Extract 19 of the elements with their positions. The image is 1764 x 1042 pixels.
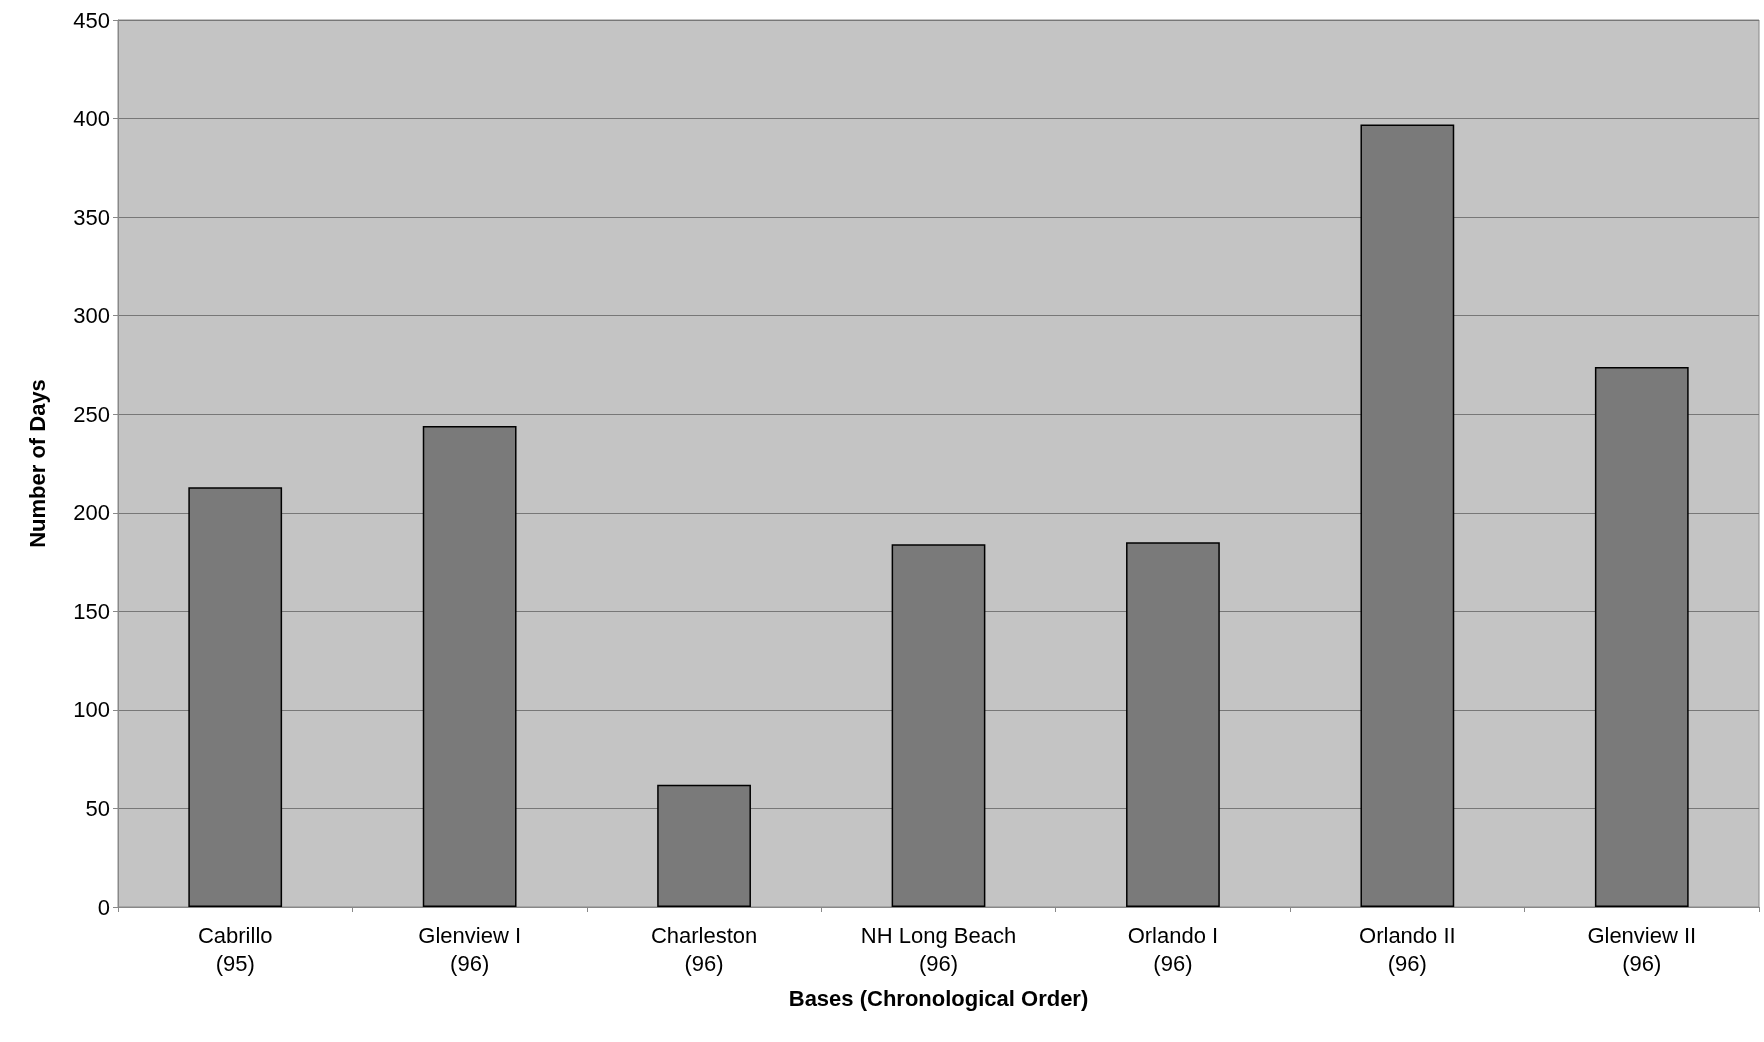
x-tick-label: Charleston (96) bbox=[650, 922, 758, 976]
y-tick-label: 50 bbox=[85, 795, 110, 821]
y-tick-label: 150 bbox=[73, 598, 110, 624]
x-tick-label: Glenview II (96) bbox=[1587, 922, 1697, 976]
y-tick-label: 450 bbox=[73, 7, 110, 33]
y-tick-label: 250 bbox=[73, 401, 110, 427]
y-tick-label: 100 bbox=[73, 697, 110, 723]
x-tick-label: Glenview I (96) bbox=[418, 922, 521, 976]
y-tick-label: 350 bbox=[73, 204, 110, 230]
x-tick-label: Orlando II (96) bbox=[1359, 922, 1456, 976]
y-tick-label: 0 bbox=[97, 894, 110, 920]
y-tick-label: 200 bbox=[73, 500, 110, 526]
y-tick-label: 300 bbox=[73, 303, 110, 329]
y-tick-label: 400 bbox=[73, 106, 110, 132]
x-tick-label: Cabrillo (95) bbox=[197, 922, 273, 976]
x-tick-label: NH Long Beach (96) bbox=[860, 922, 1017, 976]
x-tick-label: Orlando I (96) bbox=[1127, 922, 1219, 976]
x-axis-title: Bases (Chronological Order) bbox=[788, 985, 1089, 1011]
y-axis-title: Number of Days bbox=[24, 379, 50, 548]
